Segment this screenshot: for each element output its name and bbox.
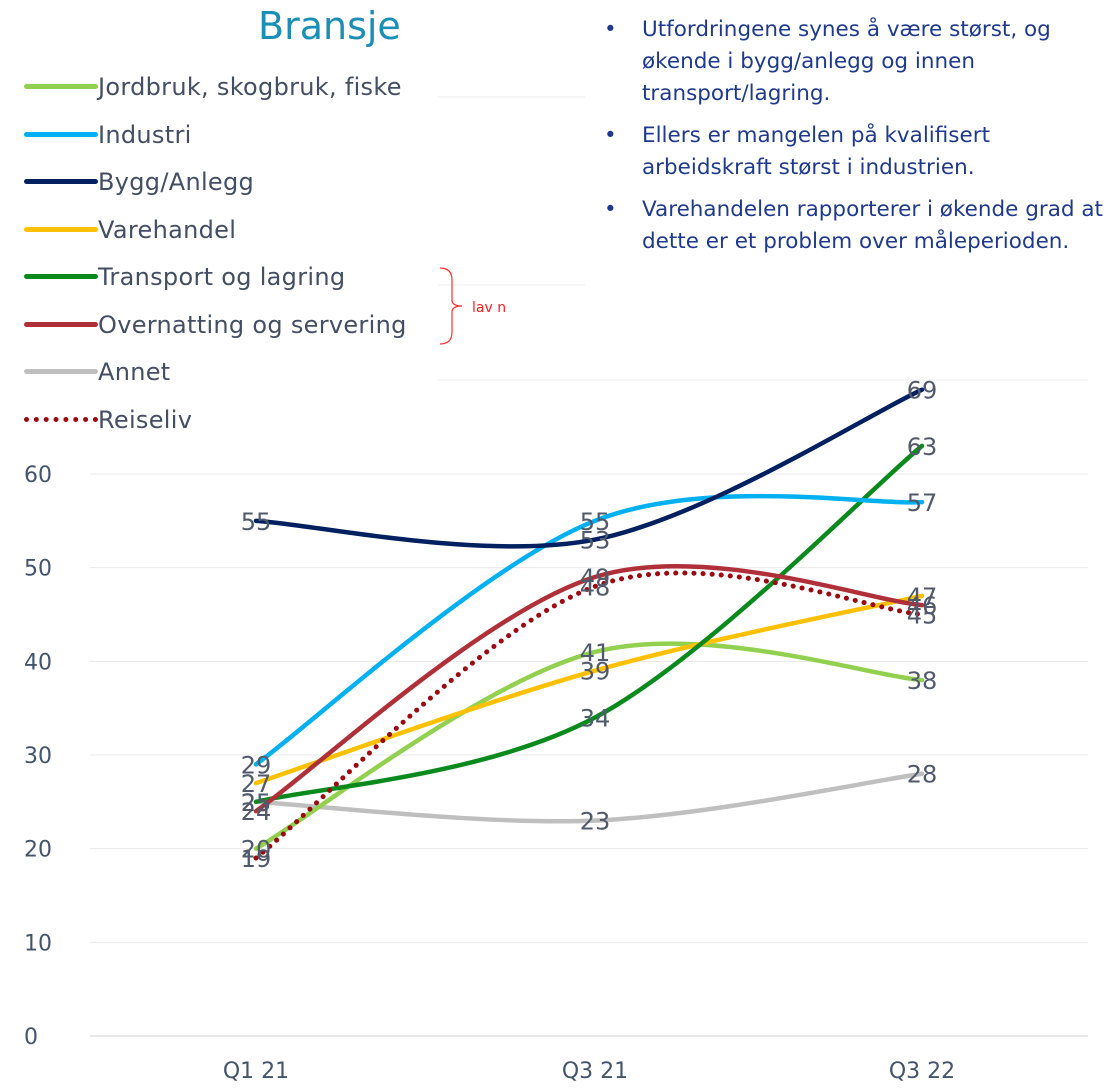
- x-tick-label: Q1 21: [223, 1059, 289, 1084]
- data-label: 55: [580, 508, 611, 536]
- series-line: [253, 493, 925, 767]
- legend-swatch: [24, 131, 98, 137]
- bullet-item: • Varehandelen rapporterer i økende grad …: [600, 194, 1105, 258]
- x-axis: Q1 21 Q3 21 Q3 22: [223, 1059, 955, 1084]
- bullet-symbol: •: [604, 17, 617, 42]
- bullet-text: Varehandelen rapporterer i økende grad a…: [642, 197, 1103, 254]
- data-label: 69: [907, 377, 938, 405]
- y-tick-label: 10: [24, 931, 52, 956]
- legend-swatch: [24, 179, 98, 184]
- bullet-symbol: •: [604, 123, 617, 148]
- bullet-list: • Utfordringene synes å være størst, og ø…: [600, 14, 1105, 268]
- legend-label: Jordbruk, skogbruk, fiske: [98, 73, 402, 101]
- series-line: [253, 570, 925, 861]
- data-label: 28: [907, 761, 938, 789]
- legend-label: Overnatting og servering: [98, 310, 407, 339]
- data-label: 25: [241, 789, 272, 817]
- legend-swatch: [24, 84, 98, 89]
- lav-n-bracket: [439, 267, 463, 345]
- data-label: 38: [907, 667, 938, 695]
- y-axis: 0 10 20 30 40 50 60: [24, 463, 52, 1050]
- series-line: [253, 387, 925, 549]
- legend-swatch: [24, 274, 98, 279]
- series-line: [253, 443, 925, 805]
- lav-n-annotation: lav n: [472, 300, 507, 316]
- data-label: 47: [907, 583, 938, 611]
- legend-label: Transport og lagring: [98, 263, 346, 291]
- data-label: 23: [580, 808, 611, 836]
- data-label: 20: [241, 836, 272, 864]
- data-label: 19: [241, 845, 272, 873]
- x-tick-label: Q3 21: [562, 1059, 628, 1084]
- data-label: 53: [580, 527, 611, 555]
- bullet-item: • Utfordringene synes å være størst, og ø…: [600, 14, 1105, 110]
- legend-swatch: [24, 369, 98, 374]
- legend-swatch: [24, 321, 98, 327]
- legend-label: Varehandel: [98, 215, 237, 244]
- y-tick-label: 60: [24, 463, 52, 488]
- legend-swatch: [24, 226, 98, 232]
- data-label: 39: [580, 658, 611, 686]
- data-label: 55: [241, 508, 272, 536]
- y-tick-label: 20: [24, 838, 52, 863]
- bullet-text: Ellers er mangelen på kvalifisert arbeid…: [642, 123, 991, 180]
- y-tick-label: 0: [24, 1025, 38, 1050]
- series-line: [253, 593, 925, 786]
- data-label: 45: [907, 602, 938, 630]
- y-tick-label: 50: [24, 557, 52, 582]
- data-labels: 2041382955575553692739472534632449462523…: [241, 377, 938, 873]
- bullet-symbol: •: [604, 197, 617, 222]
- data-label: 49: [580, 564, 611, 592]
- bullet-text: Utfordringene synes å være størst, og øk…: [642, 17, 1051, 106]
- series-line: [253, 563, 925, 814]
- series-lines: [253, 387, 925, 861]
- data-label: 41: [580, 639, 611, 667]
- chart-title: Bransje: [258, 4, 401, 48]
- y-tick-label: 40: [24, 650, 52, 675]
- data-label: 34: [580, 705, 611, 733]
- data-label: 27: [241, 770, 272, 798]
- data-label: 29: [241, 751, 272, 779]
- data-label: 48: [580, 573, 611, 601]
- bullet-item: • Ellers er mangelen på kvalifisert arbei…: [600, 120, 1105, 184]
- data-label: 25: [241, 789, 272, 817]
- legend-swatch: [24, 416, 98, 422]
- data-label: 63: [907, 433, 938, 461]
- legend-label: Industri: [98, 120, 192, 149]
- legend-label: Bygg/Anlegg: [98, 168, 255, 196]
- data-label: 57: [907, 489, 938, 517]
- series-line: [253, 641, 925, 851]
- y-tick-label: 30: [24, 744, 52, 769]
- data-label: 46: [907, 592, 938, 620]
- data-label: 24: [241, 798, 272, 826]
- legend-label: Reiseliv: [98, 405, 193, 434]
- x-tick-label: Q3 22: [889, 1059, 955, 1084]
- legend-label: Annet: [98, 358, 171, 386]
- series-line: [253, 771, 925, 824]
